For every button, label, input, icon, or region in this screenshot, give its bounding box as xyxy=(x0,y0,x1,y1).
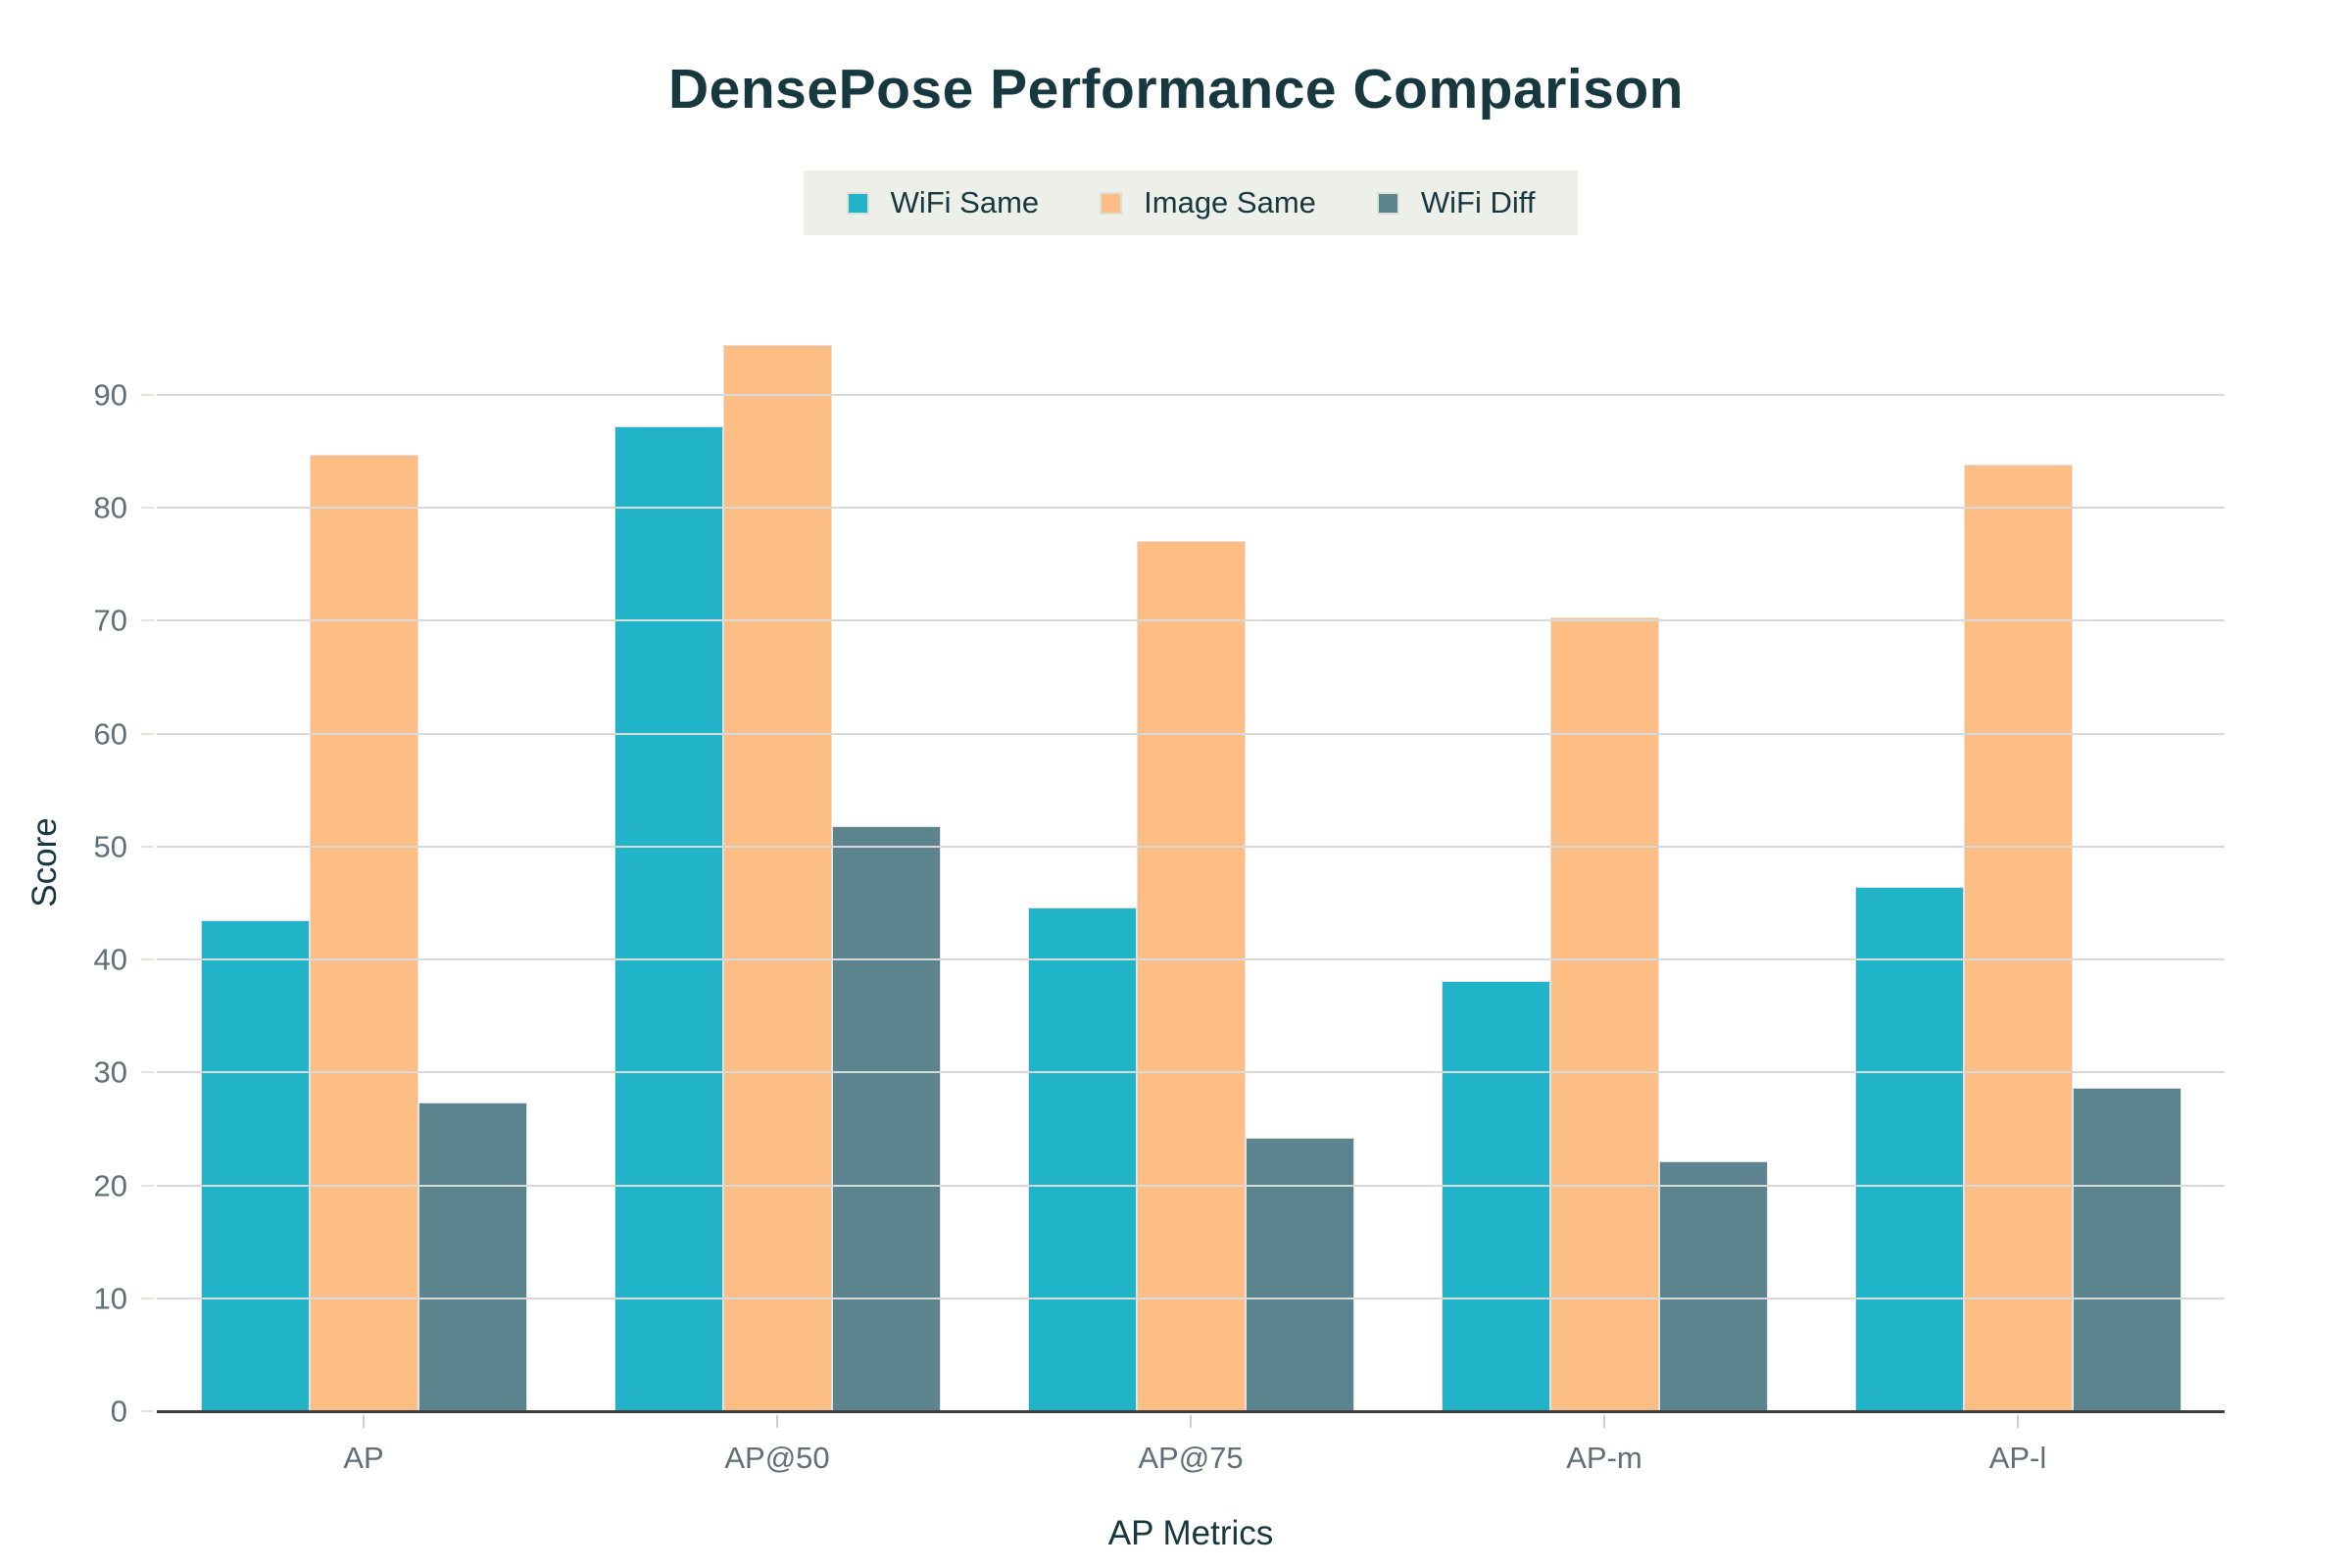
bar-groups: AP AP@50 AP@75 AP-m AP-l xyxy=(157,314,2225,1475)
legend-swatch-wifi-same-icon xyxy=(846,191,869,215)
bar-group-ap-75: AP@75 xyxy=(984,314,1397,1475)
bar-image-same-ap-50[interactable] xyxy=(722,345,832,1411)
bar-wifi-diff-ap-l[interactable] xyxy=(2072,1088,2181,1411)
bar-group-ap-l: AP-l xyxy=(1811,314,2225,1475)
bar-group-ap-50: AP@50 xyxy=(570,314,984,1475)
y-tick-mark-40 xyxy=(141,958,154,961)
y-tick-label-90: 90 xyxy=(93,377,127,413)
legend-item-wifi-same[interactable]: WiFi Same xyxy=(846,185,1040,220)
x-tick-label-ap: AP xyxy=(343,1441,384,1475)
legend-swatch-wifi-diff-icon xyxy=(1376,191,1399,215)
x-tick-mark-ap-l xyxy=(2017,1415,2019,1428)
bar-wifi-same-ap[interactable] xyxy=(200,919,310,1411)
y-tick-mark-30 xyxy=(141,1071,154,1074)
legend-swatch-image-same-icon xyxy=(1100,191,1123,215)
bar-wifi-diff-ap-m[interactable] xyxy=(1658,1161,1768,1411)
gridline-y-10 xyxy=(157,1297,2225,1299)
bar-wifi-diff-ap-75[interactable] xyxy=(1245,1138,1354,1411)
y-tick-mark-80 xyxy=(141,507,154,510)
y-axis-title: Score xyxy=(25,817,64,907)
x-tick-label-ap-50: AP@50 xyxy=(724,1441,830,1475)
y-tick-mark-90 xyxy=(141,393,154,396)
x-tick-label-ap-75: AP@75 xyxy=(1138,1441,1244,1475)
bar-image-same-ap[interactable] xyxy=(309,455,418,1411)
legend-label-wifi-diff: WiFi Diff xyxy=(1420,185,1536,220)
bar-wifi-same-ap-m[interactable] xyxy=(1441,981,1550,1411)
y-tick-label-70: 70 xyxy=(93,603,127,638)
y-tick-mark-20 xyxy=(141,1184,154,1187)
bar-image-same-ap-75[interactable] xyxy=(1136,540,1246,1411)
bar-image-same-ap-l[interactable] xyxy=(1963,465,2073,1411)
bar-group-ap: AP xyxy=(157,314,570,1475)
y-tick-mark-50 xyxy=(141,845,154,848)
legend: WiFi Same Image Same WiFi Diff xyxy=(157,171,2225,235)
chart-title: DensePose Performance Comparison xyxy=(667,58,1685,121)
y-tick-label-40: 40 xyxy=(93,942,127,977)
x-tick-mark-ap xyxy=(363,1415,365,1428)
bar-image-same-ap-m[interactable] xyxy=(1549,616,1659,1411)
x-axis-title: AP Metrics xyxy=(1107,1514,1274,1552)
x-tick-mark-ap-m xyxy=(1603,1415,1605,1428)
y-tick-mark-10 xyxy=(141,1297,154,1299)
x-tick-mark-ap-50 xyxy=(776,1415,778,1428)
y-tick-label-30: 30 xyxy=(93,1054,127,1090)
x-tick-label-ap-l: AP-l xyxy=(1988,1441,2047,1475)
gridline-y-80 xyxy=(157,507,2225,510)
bar-wifi-same-ap-50[interactable] xyxy=(613,426,723,1411)
gridline-y-70 xyxy=(157,619,2225,622)
legend-label-image-same: Image Same xyxy=(1144,185,1316,220)
y-tick-label-20: 20 xyxy=(93,1168,127,1203)
y-tick-label-50: 50 xyxy=(93,829,127,864)
y-tick-label-60: 60 xyxy=(93,716,127,752)
gridline-y-30 xyxy=(157,1071,2225,1074)
gridline-y-90 xyxy=(157,393,2225,396)
x-tick-mark-ap-75 xyxy=(1190,1415,1192,1428)
bar-group-ap-m: AP-m xyxy=(1397,314,1811,1475)
bar-wifi-diff-ap[interactable] xyxy=(417,1102,527,1411)
y-tick-label-0: 0 xyxy=(110,1394,127,1429)
gridline-y-60 xyxy=(157,732,2225,735)
y-tick-label-10: 10 xyxy=(93,1281,127,1316)
gridline-y-50 xyxy=(157,845,2225,848)
y-tick-label-80: 80 xyxy=(93,490,127,525)
x-axis-line xyxy=(157,1410,2225,1413)
bar-wifi-same-ap-75[interactable] xyxy=(1027,907,1137,1411)
legend-box: WiFi Same Image Same WiFi Diff xyxy=(803,171,1579,235)
y-tick-mark-60 xyxy=(141,732,154,735)
legend-item-wifi-diff[interactable]: WiFi Diff xyxy=(1376,185,1536,220)
y-tick-mark-0 xyxy=(141,1410,154,1412)
x-tick-label-ap-m: AP-m xyxy=(1566,1441,1642,1475)
plot-area: AP AP@50 AP@75 AP-m AP-l 0 10 20 30 40 50 60 70 80 90 xyxy=(94,314,2225,1475)
bar-wifi-same-ap-l[interactable] xyxy=(1854,887,1964,1411)
legend-item-image-same[interactable]: Image Same xyxy=(1100,185,1316,220)
legend-label-wifi-same: WiFi Same xyxy=(890,185,1040,220)
gridline-y-20 xyxy=(157,1184,2225,1187)
gridline-y-40 xyxy=(157,958,2225,961)
bar-wifi-diff-ap-50[interactable] xyxy=(831,826,941,1411)
y-tick-mark-70 xyxy=(141,619,154,622)
